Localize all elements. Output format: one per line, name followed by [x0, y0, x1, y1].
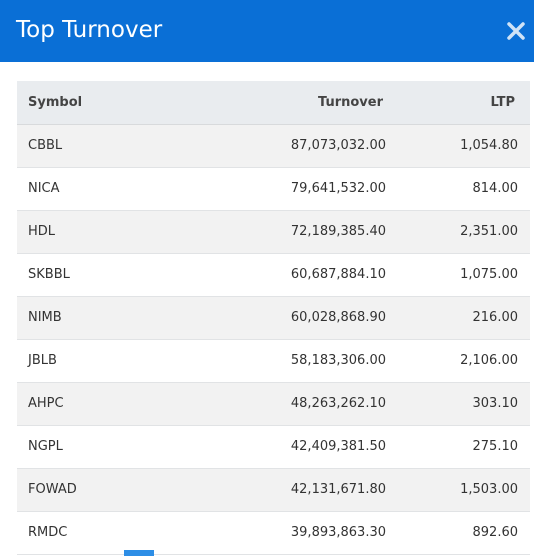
ltp-cell: 216.00 [472, 310, 519, 325]
turnover-cell: 60,687,884.10 [290, 267, 386, 282]
table-row[interactable]: RMDC 39,893,863.30 892.60 [17, 511, 530, 554]
turnover-cell: 42,131,671.80 [290, 482, 386, 497]
ltp-cell: 892.60 [472, 525, 519, 540]
table-row[interactable]: NICA 79,641,532.00 814.00 [17, 167, 530, 210]
symbol-cell: RMDC [28, 525, 68, 540]
table-row[interactable]: CBBL 87,073,032.00 1,054.80 [17, 124, 530, 167]
symbol-cell: FOWAD [28, 482, 77, 497]
ltp-cell: 275.10 [472, 439, 519, 454]
modal-header: Top Turnover [0, 0, 534, 62]
ltp-cell: 1,503.00 [460, 482, 518, 497]
symbol-cell: NIMB [28, 310, 62, 325]
symbol-cell: NGPL [28, 439, 63, 454]
table-row[interactable]: SKBBL 60,687,884.10 1,075.00 [17, 253, 530, 296]
turnover-cell: 87,073,032.00 [290, 138, 386, 153]
turnover-cell: 42,409,381.50 [290, 439, 386, 454]
symbol-cell: CBBL [28, 138, 63, 153]
table-row[interactable]: JBLB 58,183,306.00 2,106.00 [17, 339, 530, 382]
turnover-cell: 60,028,868.90 [290, 310, 386, 325]
symbol-cell: NICA [28, 181, 60, 196]
turnover-cell: 72,189,385.40 [290, 224, 386, 239]
symbol-cell: SKBBL [28, 267, 70, 282]
table-row[interactable]: AHPC 48,263,262.10 303.10 [17, 382, 530, 425]
column-header-ltp: LTP [387, 81, 530, 125]
ltp-cell: 2,351.00 [460, 224, 518, 239]
modal-title: Top Turnover [16, 17, 163, 43]
turnover-table: Symbol Turnover LTP CBBL 87,073,032.00 1,0… [17, 81, 530, 555]
symbol-cell: AHPC [28, 396, 64, 411]
scroll-indicator[interactable] [124, 550, 154, 556]
ltp-cell: 814.00 [472, 181, 519, 196]
symbol-cell: HDL [28, 224, 56, 239]
ltp-cell: 303.10 [472, 396, 519, 411]
turnover-cell: 39,893,863.30 [290, 525, 386, 540]
close-icon[interactable] [502, 17, 530, 45]
column-header-symbol: Symbol [17, 81, 187, 125]
table-row[interactable]: HDL 72,189,385.40 2,351.00 [17, 210, 530, 253]
symbol-cell: JBLB [28, 353, 57, 368]
turnover-cell: 48,263,262.10 [290, 396, 386, 411]
ltp-cell: 1,054.80 [460, 138, 518, 153]
table-header-row: Symbol Turnover LTP [17, 81, 530, 125]
table-row[interactable]: NGPL 42,409,381.50 275.10 [17, 425, 530, 468]
table-row[interactable]: NIMB 60,028,868.90 216.00 [17, 296, 530, 339]
turnover-cell: 58,183,306.00 [290, 353, 386, 368]
table-row[interactable]: FOWAD 42,131,671.80 1,503.00 [17, 468, 530, 511]
ltp-cell: 2,106.00 [460, 353, 518, 368]
ltp-cell: 1,075.00 [460, 267, 518, 282]
column-header-turnover: Turnover [187, 81, 387, 125]
turnover-cell: 79,641,532.00 [290, 181, 386, 196]
modal-body: Symbol Turnover LTP CBBL 87,073,032.00 1,0… [17, 81, 530, 555]
close-icon-glyph [507, 22, 525, 40]
